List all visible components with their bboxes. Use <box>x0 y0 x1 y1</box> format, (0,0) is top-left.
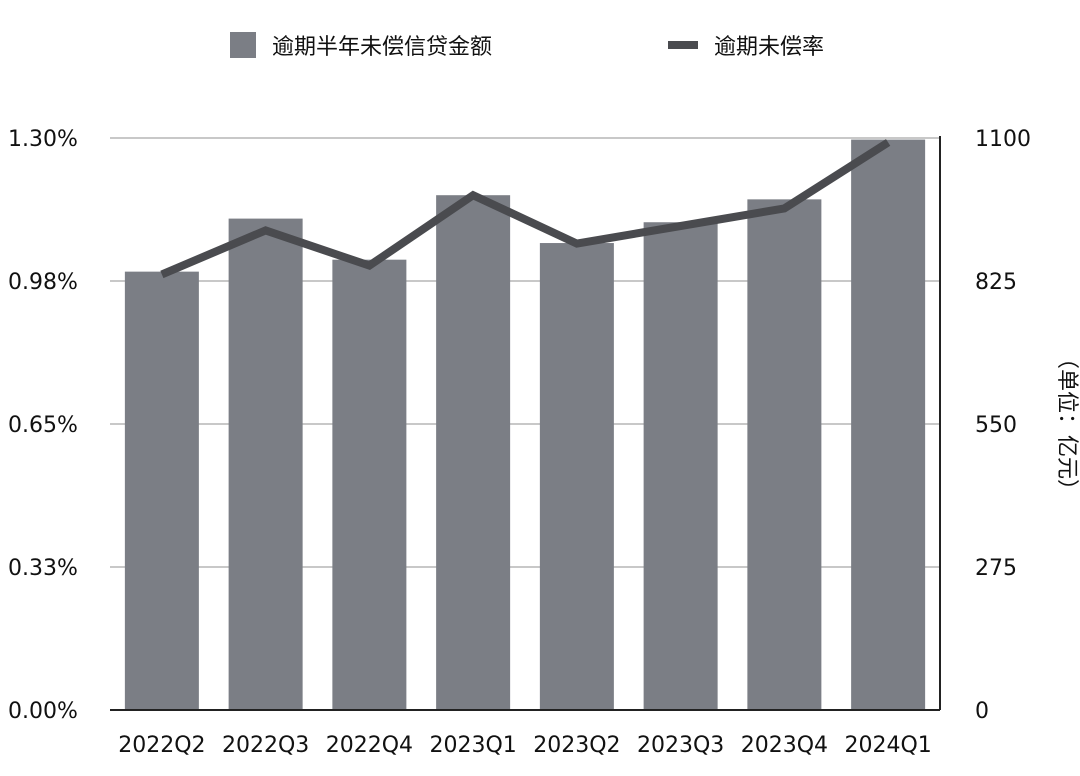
left-tick-label: 0.98% <box>8 270 78 295</box>
bar <box>228 218 303 710</box>
x-tick-label: 2022Q2 <box>118 733 205 758</box>
left-tick-label: 0.00% <box>8 699 78 724</box>
left-tick-label: 0.33% <box>8 556 78 581</box>
line-series <box>160 139 891 279</box>
right-tick-label: 550 <box>975 413 1017 438</box>
legend: 逾期半年未偿信贷金额 逾期未偿率 <box>230 32 824 60</box>
legend-label-line: 逾期未偿率 <box>714 35 824 60</box>
right-tick-label: 275 <box>975 556 1017 581</box>
left-tick-label: 0.65% <box>8 413 78 438</box>
right-tick-label: 825 <box>975 270 1017 295</box>
rate-line <box>160 139 891 279</box>
legend-swatch-bar <box>230 32 256 58</box>
legend-label-bar: 逾期半年未偿信贷金额 <box>272 35 492 60</box>
bar-series <box>124 139 926 711</box>
right-tick-label: 0 <box>975 699 989 724</box>
x-tick-label: 2022Q3 <box>222 733 309 758</box>
legend-swatch-line <box>668 41 698 49</box>
bar <box>124 271 199 710</box>
x-tick-label: 2023Q2 <box>533 733 620 758</box>
x-tick-label: 2023Q1 <box>429 733 516 758</box>
bar <box>643 222 718 711</box>
bar <box>332 259 407 710</box>
bar <box>436 195 511 710</box>
x-tick-label: 2023Q3 <box>637 733 724 758</box>
x-tick-label: 2022Q4 <box>326 733 413 758</box>
right-tick-label: 1100 <box>975 127 1031 152</box>
x-tick-label: 2024Q1 <box>844 733 931 758</box>
axes: 0.00% 0 0.33% 275 0.65% 550 0.98% 825 1.30% 1100 2… <box>8 127 1079 758</box>
bar <box>747 199 822 711</box>
left-tick-label: 1.30% <box>8 127 78 152</box>
bar <box>851 139 926 710</box>
right-axis-unit-label: （单位：亿元） <box>1054 347 1079 501</box>
x-tick-label: 2023Q4 <box>741 733 828 758</box>
bar <box>539 243 614 711</box>
